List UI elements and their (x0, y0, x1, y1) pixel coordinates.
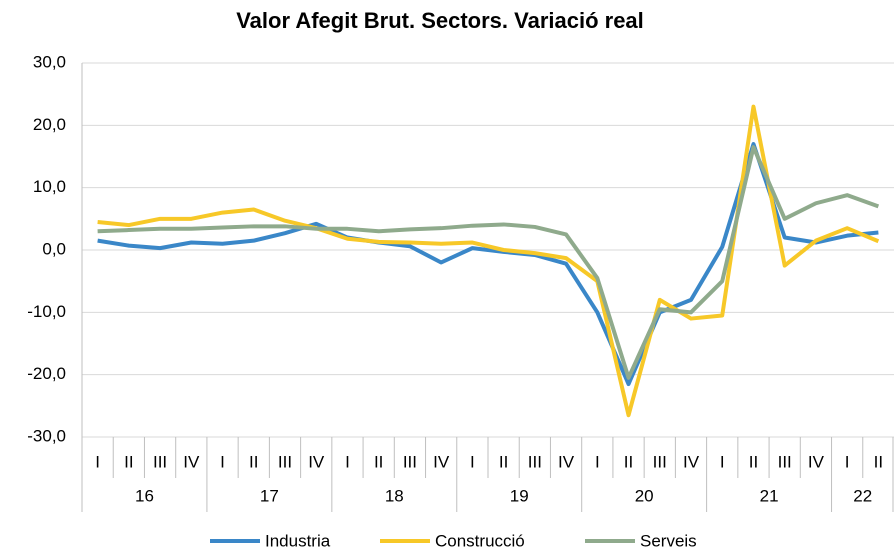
y-tick-label: -20,0 (27, 364, 66, 383)
x-tick-label: I (470, 452, 475, 471)
x-tick-label: IV (683, 452, 700, 471)
x-tick-label: I (220, 452, 225, 471)
x-tick-label: I (595, 452, 600, 471)
y-tick-label: -10,0 (27, 302, 66, 321)
x-tick-label: I (845, 452, 850, 471)
x-group-label: 17 (260, 486, 279, 505)
x-tick-label: III (528, 452, 542, 471)
x-tick-label: IV (308, 452, 325, 471)
x-tick-label: II (249, 452, 258, 471)
x-tick-label: IV (558, 452, 575, 471)
y-tick-label: 30,0 (33, 52, 66, 71)
series-line (97, 104, 880, 418)
series-line (97, 142, 879, 387)
x-group-label: 22 (853, 486, 872, 505)
x-tick-label: I (95, 452, 100, 471)
x-tick-label: II (499, 452, 508, 471)
x-tick-label: II (749, 452, 758, 471)
y-tick-label: 10,0 (33, 177, 66, 196)
x-group-label: 18 (385, 486, 404, 505)
x-tick-label: III (653, 452, 667, 471)
legend-label: Industria (265, 531, 331, 550)
x-tick-label: I (345, 452, 350, 471)
series-line (97, 145, 880, 380)
x-tick-label: IV (433, 452, 450, 471)
x-tick-label: II (874, 452, 883, 471)
x-tick-label: III (403, 452, 417, 471)
x-tick-label: II (124, 452, 133, 471)
x-tick-label: III (778, 452, 792, 471)
x-tick-label: II (374, 452, 383, 471)
y-tick-label: -30,0 (27, 426, 66, 445)
y-tick-label: 20,0 (33, 115, 66, 134)
x-group-label: 16 (135, 486, 154, 505)
legend-label: Serveis (640, 531, 697, 550)
x-tick-label: III (278, 452, 292, 471)
x-group-label: 21 (760, 486, 779, 505)
x-group-label: 20 (635, 486, 654, 505)
legend-label: Construcció (435, 531, 525, 550)
x-tick-label: IV (183, 452, 200, 471)
x-tick-label: IV (808, 452, 825, 471)
y-tick-label: 0,0 (42, 239, 66, 258)
chart-title: Valor Afegit Brut. Sectors. Variació rea… (236, 8, 644, 33)
x-group-label: 19 (510, 486, 529, 505)
x-tick-label: II (624, 452, 633, 471)
x-tick-label: III (153, 452, 167, 471)
x-tick-label: I (720, 452, 725, 471)
